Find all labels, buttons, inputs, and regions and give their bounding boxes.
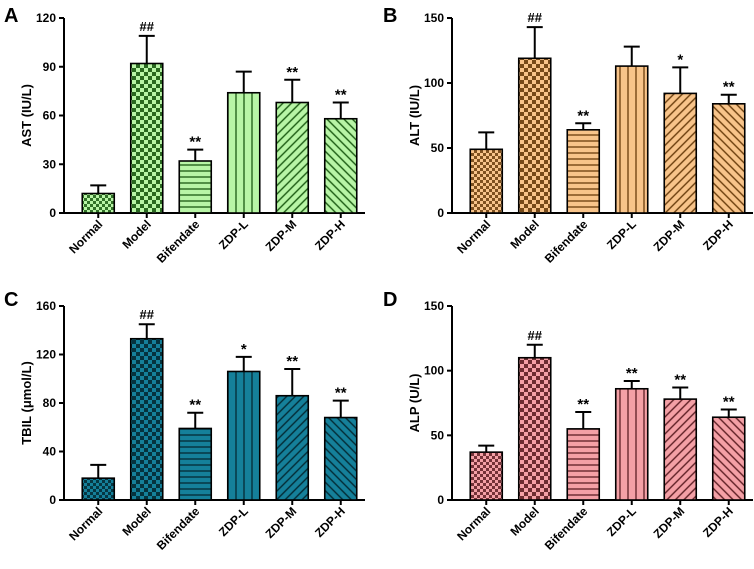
category-label: ZDP-L (604, 217, 639, 252)
y-axis-label: ALP (U/L) (407, 374, 422, 433)
y-tick-label: 0 (49, 493, 56, 507)
bar-zdp-h (711, 416, 746, 501)
category-label: Normal (66, 217, 105, 256)
bar-zdp-h (323, 117, 358, 214)
bar-zdp-l (226, 91, 261, 214)
category-label: Normal (454, 217, 493, 256)
bar-zdp-m (663, 398, 698, 501)
panel-letter: C (4, 289, 18, 311)
y-tick-label: 90 (43, 60, 57, 74)
category-label: Bifendate (154, 504, 203, 553)
significance-star-label: ** (577, 107, 589, 124)
panel-a: A AST (IU/L) 0 30 60 90 120 Normal Model ## Bifend… (4, 5, 365, 266)
panel-d: D ALP (U/L) 0 50 100 150 Normal Model ## Bifendat… (383, 289, 753, 553)
significance-hash-label: ## (528, 10, 543, 25)
panel-c: C TBIL (μmol/L) 0 40 80 120 160 Normal Model ## Bi… (4, 289, 365, 553)
panel-letter: D (383, 289, 397, 311)
category-label: Normal (66, 504, 105, 543)
y-tick-label: 80 (43, 396, 57, 410)
significance-star-label: ** (723, 393, 735, 410)
bar-model (517, 57, 552, 214)
category-label: ZDP-L (216, 504, 251, 539)
y-tick-label: 50 (431, 141, 445, 155)
bar-bifendate (178, 427, 213, 501)
bar-zdp-m (275, 394, 310, 501)
y-axis-label: AST (IU/L) (19, 84, 34, 147)
category-label: Bifendate (542, 504, 591, 553)
category-label: ZDP-M (651, 504, 688, 541)
bar-bifendate (178, 160, 213, 214)
y-tick-label: 0 (437, 493, 444, 507)
y-axis-label: TBIL (μmol/L) (19, 361, 34, 445)
y-tick-label: 120 (36, 11, 56, 25)
significance-star-label: ** (626, 365, 638, 382)
bar-zdp-m (275, 101, 310, 214)
y-tick-label: 40 (43, 445, 57, 459)
bar-zdp-m (663, 92, 698, 214)
category-label: Model (119, 504, 153, 538)
significance-star-label: ** (674, 371, 686, 388)
significance-star-label: ** (335, 87, 347, 104)
bar-normal (469, 148, 504, 214)
y-tick-label: 50 (431, 428, 445, 442)
category-label: Model (119, 217, 153, 251)
category-label: Bifendate (154, 217, 203, 266)
category-label: Model (507, 504, 541, 538)
category-label: ZDP-H (700, 217, 736, 253)
bar-normal (81, 477, 116, 501)
y-tick-label: 0 (437, 206, 444, 220)
y-axis-label: ALT (IU/L) (407, 85, 422, 146)
y-tick-label: 100 (424, 76, 444, 90)
bar-zdp-l (226, 370, 261, 501)
significance-star-label: * (241, 341, 247, 358)
bar-model (129, 337, 164, 501)
y-tick-label: 100 (424, 364, 444, 378)
significance-star-label: ** (286, 64, 298, 81)
y-tick-label: 160 (36, 299, 56, 313)
category-label: Model (507, 217, 541, 251)
y-tick-label: 120 (36, 348, 56, 362)
significance-star-label: ** (189, 397, 201, 414)
y-tick-label: 150 (424, 299, 444, 313)
bar-zdp-l (614, 65, 649, 214)
bar-normal (469, 451, 504, 501)
y-tick-label: 0 (49, 206, 56, 220)
bar-bifendate (566, 129, 601, 214)
significance-star-label: ** (189, 134, 201, 151)
bar-normal (81, 192, 116, 214)
category-label: ZDP-H (312, 504, 348, 540)
category-label: ZDP-M (263, 504, 300, 541)
significance-hash-label: ## (140, 307, 155, 322)
significance-star-label: * (677, 51, 683, 68)
significance-hash-label: ## (528, 328, 543, 343)
bar-zdp-h (711, 103, 746, 214)
bar-zdp-h (323, 416, 358, 501)
significance-star-label: ** (577, 396, 589, 413)
significance-star-label: ** (286, 353, 298, 370)
bar-bifendate (566, 428, 601, 501)
y-tick-label: 150 (424, 11, 444, 25)
significance-hash-label: ## (140, 19, 155, 34)
category-label: ZDP-H (312, 217, 348, 253)
panel-b: B ALT (IU/L) 0 50 100 150 Normal Model ## Bifenda… (383, 5, 753, 266)
category-label: ZDP-L (604, 504, 639, 539)
bar-model (129, 62, 164, 214)
bar-zdp-l (614, 387, 649, 501)
significance-star-label: ** (723, 79, 735, 96)
significance-star-label: ** (335, 385, 347, 402)
category-label: ZDP-M (651, 217, 688, 254)
category-label: ZDP-M (263, 217, 300, 254)
bar-model (517, 356, 552, 501)
panel-letter: A (4, 5, 18, 27)
category-label: ZDP-L (216, 217, 251, 252)
category-label: ZDP-H (700, 504, 736, 540)
y-tick-label: 30 (43, 157, 57, 171)
category-label: Bifendate (542, 217, 591, 266)
panel-letter: B (383, 5, 397, 27)
category-label: Normal (454, 504, 493, 543)
y-tick-label: 60 (43, 109, 57, 123)
